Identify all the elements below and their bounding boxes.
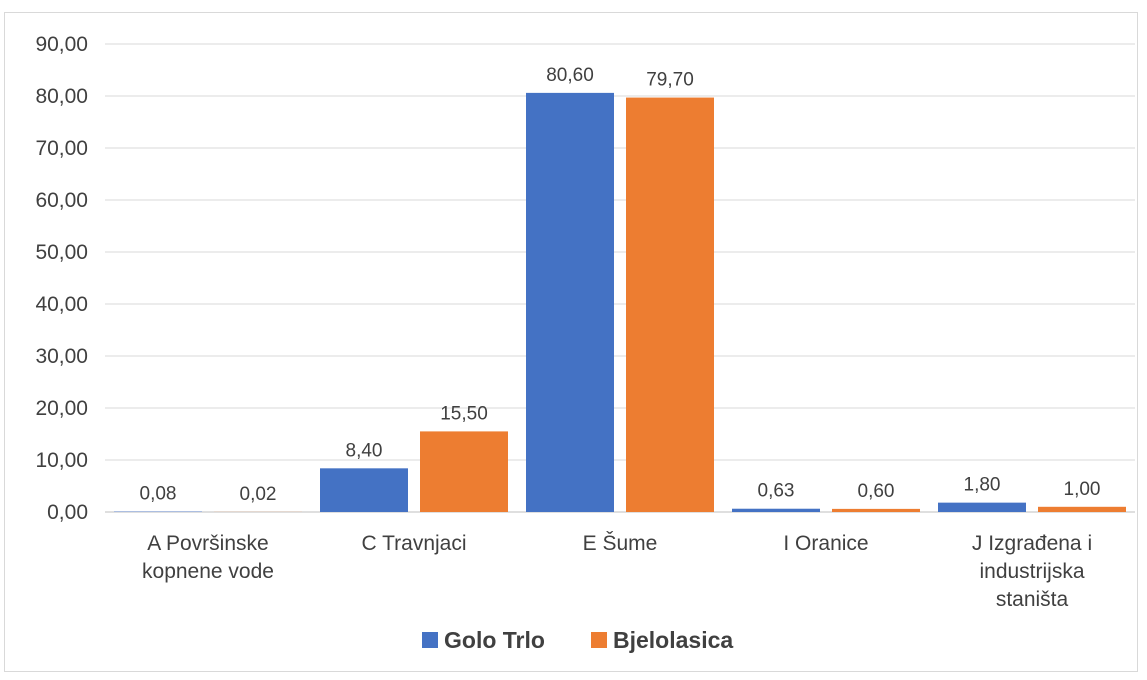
y-tick-label: 50,00 xyxy=(35,241,88,264)
x-category-label: J Izgrađena i xyxy=(972,532,1092,555)
y-tick-label: 20,00 xyxy=(35,397,88,420)
x-category-label: I Oranice xyxy=(783,532,868,555)
bar-bjelolasica xyxy=(420,431,508,512)
y-tick-label: 10,00 xyxy=(35,449,88,472)
y-tick-label: 80,00 xyxy=(35,85,88,108)
x-category-label: kopnene vode xyxy=(142,560,274,583)
data-label: 80,60 xyxy=(546,65,594,86)
legend-swatch xyxy=(591,632,607,648)
data-label: 1,80 xyxy=(964,475,1001,496)
bar-bjelolasica xyxy=(626,97,714,512)
data-label: 0,02 xyxy=(240,484,277,505)
legend-swatch xyxy=(422,632,438,648)
bar-bjelolasica xyxy=(832,508,920,512)
y-tick-label: 40,00 xyxy=(35,293,88,316)
bar-golo-trlo xyxy=(320,468,408,512)
data-label: 0,08 xyxy=(140,484,177,505)
data-label: 1,00 xyxy=(1064,479,1101,500)
y-tick-label: 70,00 xyxy=(35,137,88,160)
y-tick-label: 90,00 xyxy=(35,33,88,56)
data-label: 8,40 xyxy=(346,440,383,461)
bar-golo-trlo xyxy=(732,508,820,512)
bar-golo-trlo xyxy=(526,92,614,512)
y-tick-label: 0,00 xyxy=(47,501,88,524)
bar-bjelolasica xyxy=(1038,506,1126,512)
data-label: 0,63 xyxy=(758,481,795,502)
bar-golo-trlo xyxy=(938,502,1026,512)
x-category-label: E Šume xyxy=(583,532,658,555)
x-category-label: staništa xyxy=(996,588,1069,611)
x-category-label: industrijska xyxy=(979,560,1084,583)
legend-label: Golo Trlo xyxy=(444,627,545,653)
data-label: 79,70 xyxy=(646,70,694,91)
x-category-label: C Travnjaci xyxy=(361,532,466,555)
y-tick-label: 30,00 xyxy=(35,345,88,368)
data-label: 15,50 xyxy=(440,403,488,424)
data-label: 0,60 xyxy=(858,481,895,502)
legend-label: Bjelolasica xyxy=(613,627,733,653)
x-category-label: A Površinske xyxy=(147,532,268,555)
y-tick-label: 60,00 xyxy=(35,189,88,212)
